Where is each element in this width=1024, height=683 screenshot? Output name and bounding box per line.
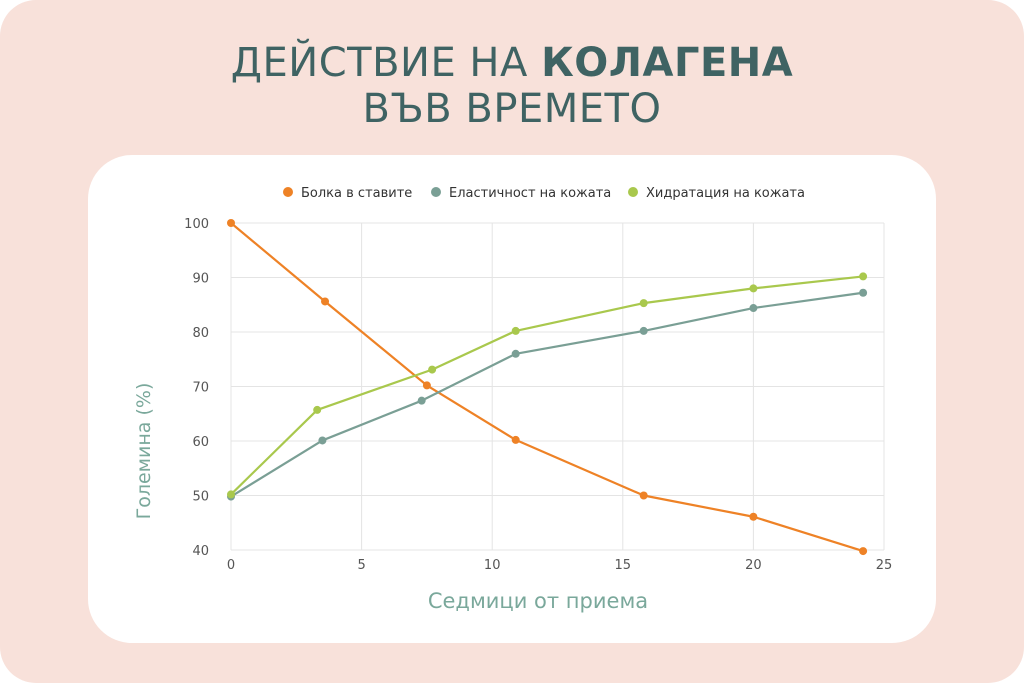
y-axis-label: Големина (%) xyxy=(133,383,155,520)
grid xyxy=(230,222,885,551)
series-line xyxy=(230,275,864,496)
data-point xyxy=(227,490,235,499)
data-point xyxy=(321,297,330,306)
legend-marker xyxy=(431,187,441,197)
data-point xyxy=(639,299,648,308)
data-point xyxy=(422,381,431,390)
title-part-1: ДЕЙСТВИЕ НА xyxy=(230,40,542,86)
x-tick-label: 5 xyxy=(357,558,365,573)
legend-item: Хидратация на кожата xyxy=(628,186,805,201)
series xyxy=(227,219,868,556)
data-point xyxy=(428,365,437,374)
data-point xyxy=(749,512,758,521)
x-tick-label: 20 xyxy=(745,558,762,573)
x-tick-label: 0 xyxy=(227,558,235,573)
data-point xyxy=(511,435,520,444)
legend-label: Еластичност на кожата xyxy=(449,186,611,201)
legend-marker xyxy=(283,187,293,197)
y-tick-label: 90 xyxy=(192,272,209,287)
data-point xyxy=(859,288,868,297)
x-axis-label: Седмици от приема xyxy=(428,589,648,613)
y-tick-label: 70 xyxy=(192,381,209,396)
axes: 40 50 60 70 80 90 100 0 5 10 15 20 25 xyxy=(184,217,892,573)
legend-label: Болка в ставите xyxy=(301,186,412,201)
series-1 xyxy=(227,219,868,556)
legend-label: Хидратация на кожата xyxy=(646,186,805,201)
line-chart: 40 50 60 70 80 90 100 0 5 10 15 20 25 Болка в ставит… xyxy=(133,186,892,613)
y-tick-label: 80 xyxy=(192,326,209,341)
data-point xyxy=(859,272,868,281)
page-title: ДЕЙСТВИЕ НА КОЛАГЕНА ВЪВ ВРЕМЕТО xyxy=(0,40,1024,132)
data-point xyxy=(318,436,327,445)
title-line-1: ДЕЙСТВИЕ НА КОЛАГЕНА xyxy=(0,40,1024,86)
data-point xyxy=(749,284,758,293)
y-tick-label: 50 xyxy=(192,490,209,505)
legend-marker xyxy=(628,187,638,197)
series-2 xyxy=(227,288,868,501)
data-point xyxy=(749,304,758,313)
data-point xyxy=(313,405,322,414)
series-3 xyxy=(227,272,868,499)
y-tick-label: 100 xyxy=(184,217,209,232)
y-tick-label: 60 xyxy=(192,435,209,450)
data-point xyxy=(859,547,868,556)
chart-card: 40 50 60 70 80 90 100 0 5 10 15 20 25 Болка в ставит… xyxy=(88,155,936,643)
title-line-2: ВЪВ ВРЕМЕТО xyxy=(362,86,662,132)
legend-item: Болка в ставите xyxy=(283,186,412,201)
x-tick-label: 25 xyxy=(876,558,893,573)
data-point xyxy=(511,326,520,335)
x-tick-label: 15 xyxy=(615,558,632,573)
data-point xyxy=(639,326,648,335)
x-tick-label: 10 xyxy=(484,558,501,573)
data-point xyxy=(227,219,235,227)
data-point xyxy=(417,396,426,405)
legend: Болка в ставите Еластичност на кожата Хидр… xyxy=(283,186,805,201)
series-line xyxy=(230,222,864,553)
data-point xyxy=(511,349,520,358)
title-bold: КОЛАГЕНА xyxy=(541,40,794,86)
legend-item: Еластичност на кожата xyxy=(431,186,611,201)
y-tick-label: 40 xyxy=(192,544,209,559)
data-point xyxy=(639,491,648,500)
